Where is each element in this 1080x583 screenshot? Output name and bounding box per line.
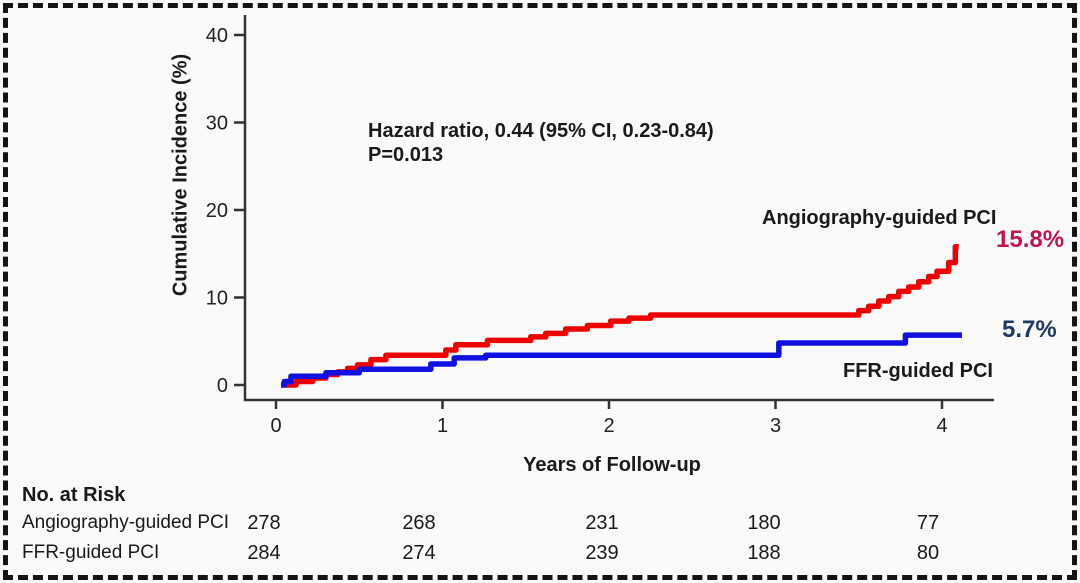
y-axis-title: Cumulative Incidence (%): [169, 53, 192, 297]
risk-cell: 284: [247, 542, 281, 564]
x-tick-label: 1: [437, 415, 448, 437]
x-tick-label: 4: [936, 415, 947, 437]
y-tick-label: 40: [206, 25, 228, 47]
hazard-ratio-annotation: Hazard ratio, 0.44 (95% CI, 0.23-0.84) P…: [368, 119, 714, 167]
hazard-ratio-line: Hazard ratio, 0.44 (95% CI, 0.23-0.84): [368, 120, 714, 142]
y-tick-label: 30: [206, 113, 228, 135]
risk-cell: 188: [747, 542, 781, 564]
ffr-end-value: 5.7%: [1002, 316, 1057, 343]
ffr-curve: [280, 332, 962, 388]
p-value-line: P=0.013: [368, 144, 444, 166]
x-tick-label: 0: [270, 415, 281, 437]
risk-cell: 278: [247, 512, 281, 534]
risk-cell: 268: [402, 512, 436, 534]
angiography-end-value: 15.8%: [996, 226, 1065, 253]
risk-cell: 239: [585, 542, 619, 564]
risk-cell: 80: [916, 542, 940, 564]
angiography-series-label: Angiography-guided PCI: [762, 207, 997, 229]
risk-row-label-ffr: FFR-guided PCI: [22, 542, 160, 563]
risk-row-label-angiography: Angiography-guided PCI: [22, 512, 230, 533]
y-tick-label: 20: [206, 200, 228, 222]
ffr-series-label: FFR-guided PCI: [843, 360, 993, 382]
angiography-curve: [284, 244, 959, 388]
risk-cell: 77: [916, 512, 940, 534]
x-tick-label: 2: [603, 415, 614, 437]
risk-cell: 180: [747, 512, 781, 534]
risk-cell: 231: [585, 512, 619, 534]
x-tick-label: 3: [770, 415, 781, 437]
y-tick-label: 0: [217, 375, 228, 397]
risk-cell: 274: [402, 542, 436, 564]
y-tick-label: 10: [206, 288, 228, 310]
axes-lines: [243, 15, 994, 402]
x-axis-title: Years of Follow-up: [523, 454, 701, 476]
risk-table-title: No. at Risk: [22, 484, 126, 506]
